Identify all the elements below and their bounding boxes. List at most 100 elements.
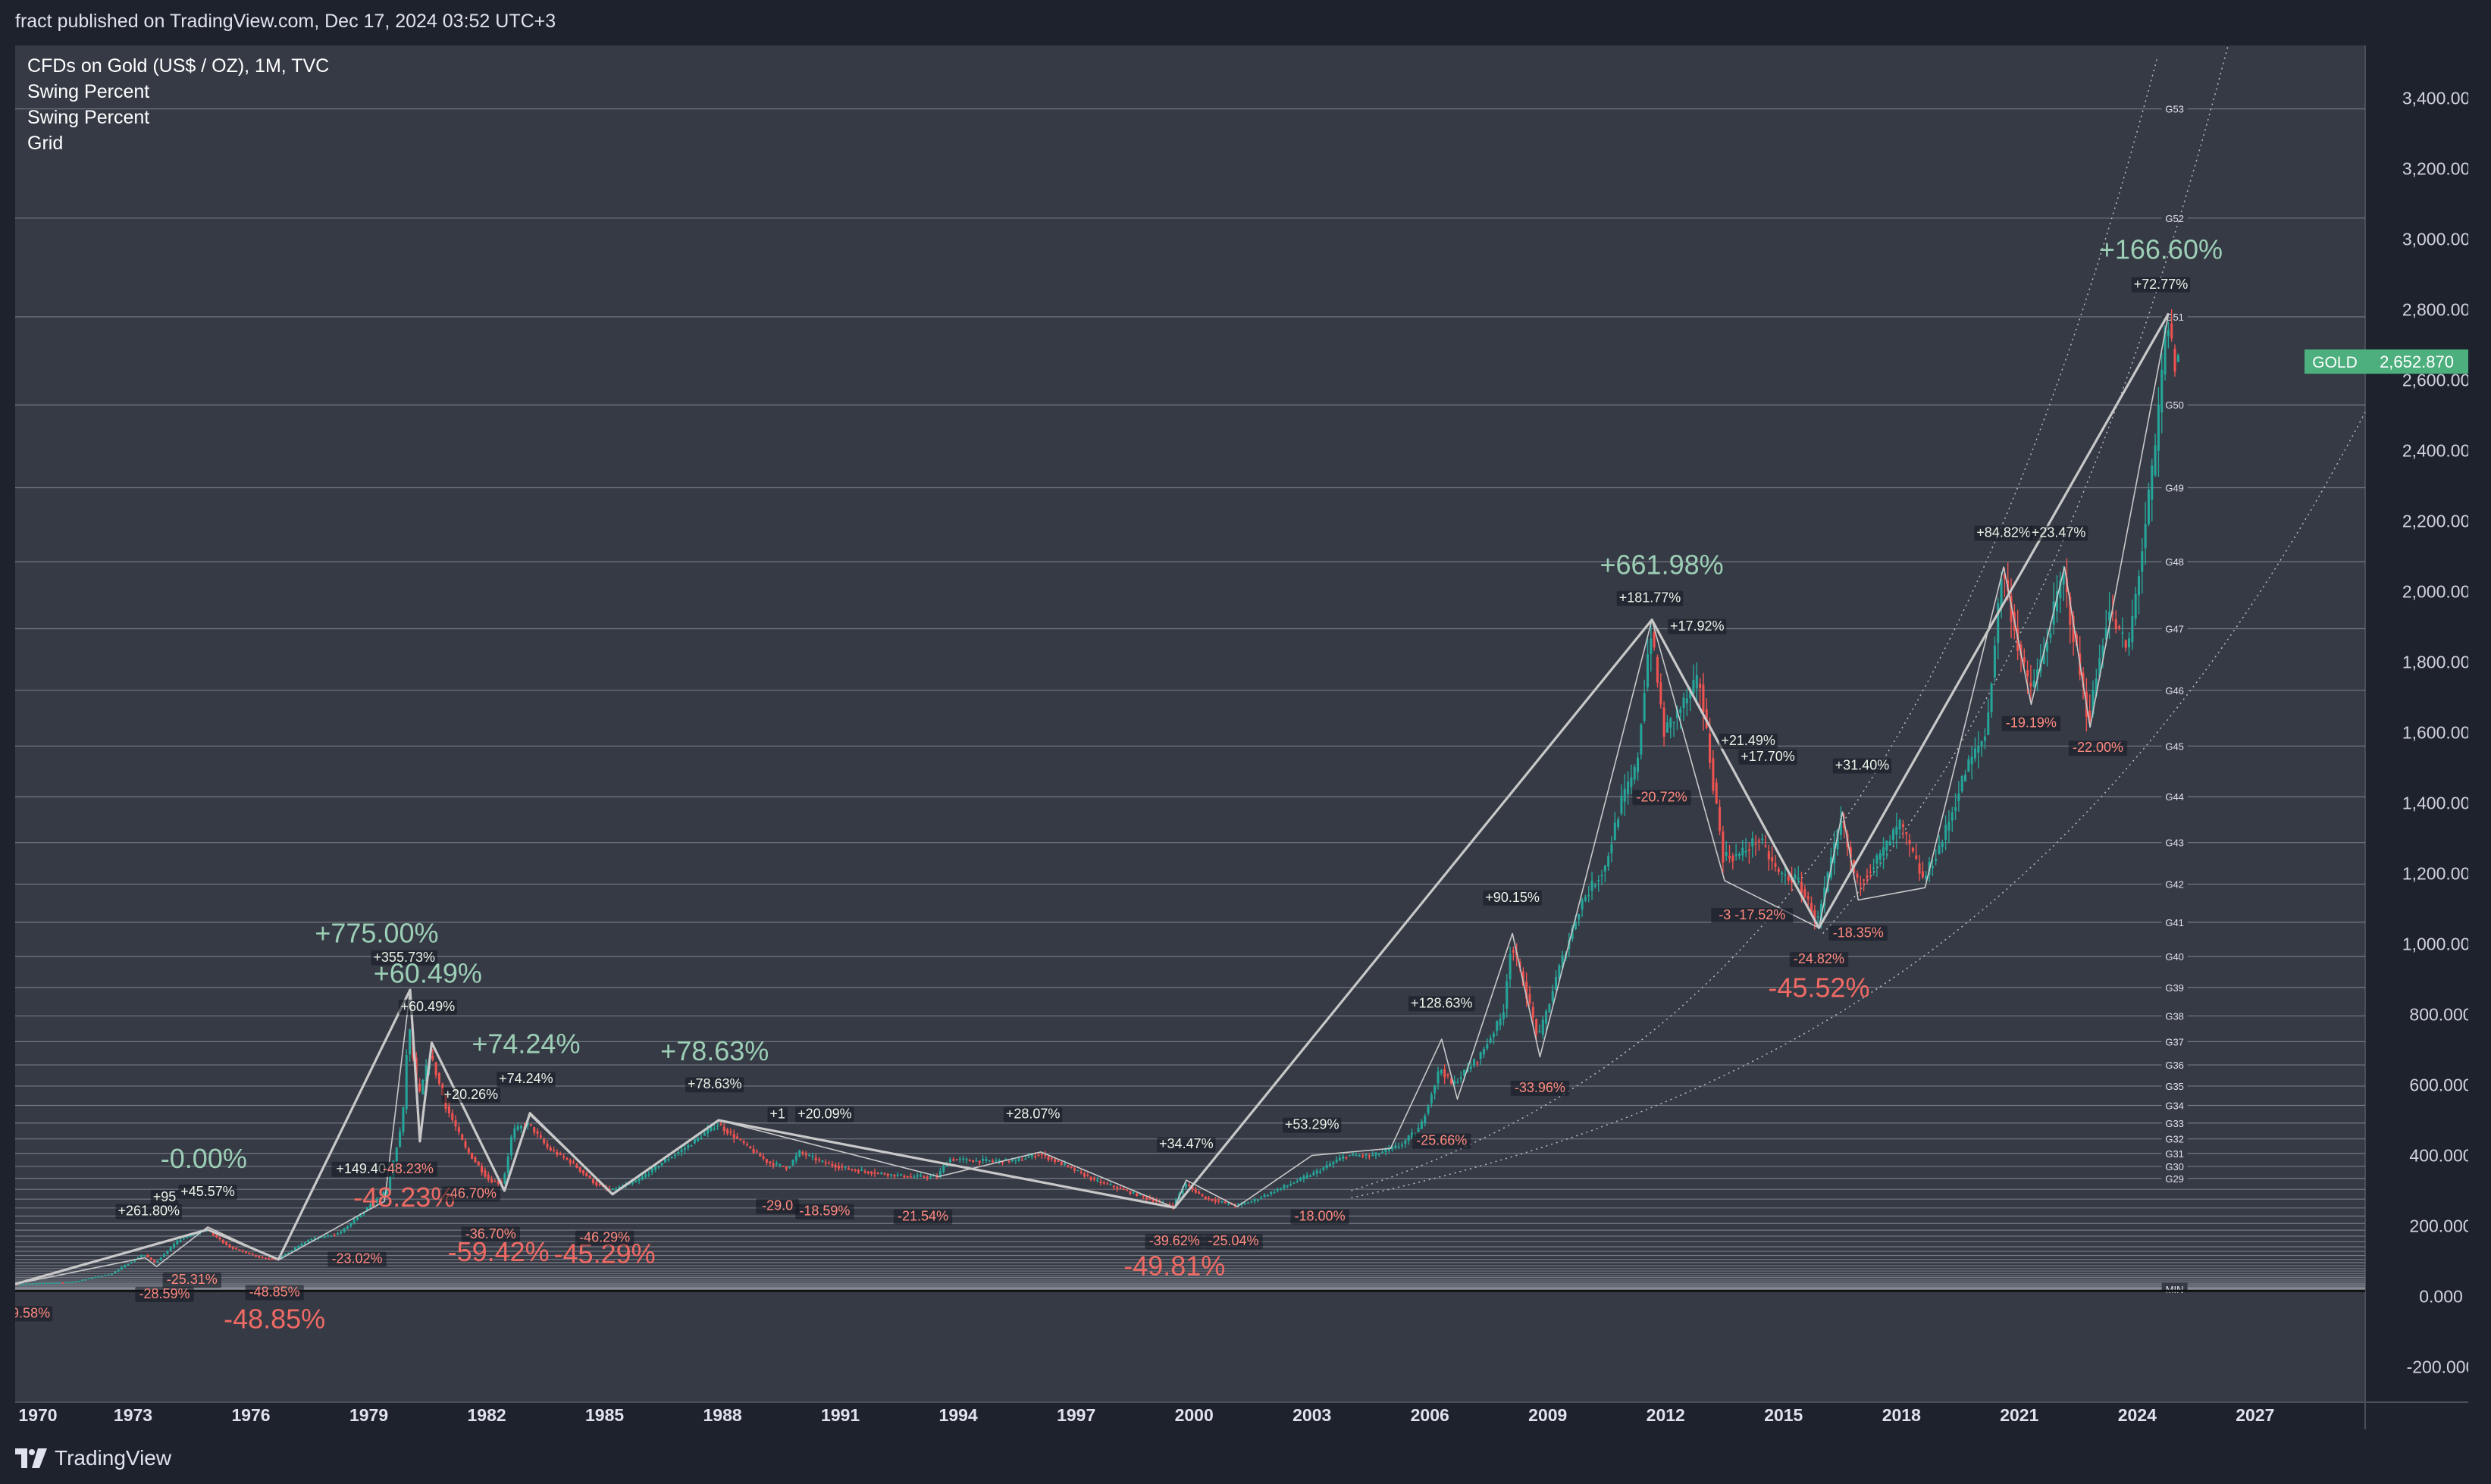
- swing-percent-label: +53.29%: [1285, 1117, 1340, 1132]
- candle-body: [437, 1072, 440, 1084]
- candle-body: [1263, 1194, 1266, 1198]
- candle-body: [280, 1256, 284, 1259]
- candle-body: [1797, 877, 1800, 880]
- candle-body: [1682, 697, 1685, 709]
- candle-body: [644, 1174, 647, 1178]
- candle-body: [1823, 887, 1826, 906]
- swing-label-bg: [1789, 952, 1849, 968]
- swing-label-bg: [497, 1072, 556, 1088]
- swing-percent-label: -46.29%: [579, 1229, 630, 1244]
- candle-body: [814, 1157, 817, 1161]
- candle-body: [1394, 1145, 1397, 1148]
- candle-body: [1921, 871, 1924, 878]
- grid-level-label: G53: [2165, 104, 2184, 115]
- candle-body: [2176, 355, 2179, 362]
- time-axis-tick-label: 1991: [821, 1405, 860, 1425]
- candle-body: [1328, 1163, 1331, 1166]
- candle-body: [1744, 850, 1747, 853]
- candle-body: [1391, 1146, 1394, 1150]
- price-chart[interactable]: G53 G52 G51 G50 G49 G48 G47 G46 G45 G44 G43 G42 G41 G…: [15, 45, 2468, 1429]
- candle-body: [1672, 722, 1675, 723]
- legend-indicator-swing-percent[interactable]: Swing Percent: [27, 81, 150, 102]
- grid-level-label: G42: [2165, 879, 2184, 891]
- legend-symbol[interactable]: CFDs on Gold (US$ / OZ), 1M, TVC: [27, 55, 330, 77]
- candle-body: [824, 1162, 827, 1164]
- candle-body: [1597, 880, 1600, 881]
- candle-body: [464, 1141, 467, 1147]
- candle-body: [883, 1173, 886, 1175]
- candle-body: [1685, 698, 1688, 703]
- swing-percent-label: +45.57%: [180, 1184, 235, 1199]
- candle-body: [379, 1198, 382, 1200]
- candle-body: [742, 1141, 745, 1144]
- tradingview-brand[interactable]: TradingView: [15, 1446, 171, 1470]
- candle-body: [1794, 874, 1797, 879]
- candle-body: [775, 1163, 778, 1165]
- candle-body: [1256, 1199, 1259, 1201]
- candle-body: [290, 1250, 293, 1253]
- candle-body: [313, 1238, 316, 1240]
- candle-body: [156, 1260, 159, 1263]
- price-axis-tick-label: 3,000.000: [2402, 230, 2468, 249]
- swing-percent-label: -46.70%: [446, 1185, 497, 1201]
- candle-body: [752, 1148, 755, 1154]
- candle-body: [2164, 327, 2167, 374]
- swing-label-bg: [756, 1198, 800, 1214]
- candle-body: [1541, 1019, 1544, 1035]
- candle-body: [854, 1169, 857, 1171]
- legend-indicator-swing-percent[interactable]: Swing Percent: [27, 107, 150, 128]
- legend-indicator-grid[interactable]: Grid: [27, 133, 64, 154]
- swing-percent-label: +166.60%: [2099, 233, 2223, 265]
- candle-body: [707, 1129, 710, 1134]
- candle-body: [1993, 645, 1996, 678]
- candle-body: [1443, 1069, 1446, 1078]
- candle-body: [1342, 1156, 1345, 1159]
- candle-body: [1116, 1186, 1119, 1189]
- candle-body: [794, 1155, 797, 1161]
- candle-body: [248, 1252, 251, 1254]
- candle-body: [923, 1176, 926, 1178]
- candle-body: [1050, 1157, 1053, 1160]
- candle-body: [968, 1160, 971, 1162]
- grid-level-tag-bg: [2161, 102, 2188, 114]
- candle-body: [1689, 688, 1692, 699]
- candle-body: [2072, 615, 2075, 642]
- swing-percent-label: -49.81%: [1123, 1251, 1225, 1282]
- swing-label-bg: [1003, 1107, 1063, 1122]
- candle-body: [1895, 826, 1898, 835]
- candle-body: [2111, 612, 2114, 615]
- candle-body: [42, 1282, 45, 1285]
- swing-percent-label: +20.09%: [797, 1107, 852, 1122]
- candle-body: [890, 1173, 893, 1176]
- price-axis-tick-label: -200.000: [2407, 1357, 2468, 1377]
- swing-label-bg: [150, 1189, 179, 1205]
- candle-body: [516, 1126, 519, 1130]
- candle-body: [114, 1271, 117, 1274]
- candle-body: [1377, 1154, 1380, 1155]
- chart-area[interactable]: G53 G52 G51 G50 G49 G48 G47 G46 G45 G44 G43 G42 G41 G…: [15, 45, 2468, 1429]
- swing-label-bg: [1828, 925, 1888, 941]
- price-axis-tick-label: 1,600.000: [2402, 723, 2468, 743]
- candle-body: [186, 1235, 189, 1238]
- candle-body: [1132, 1191, 1135, 1194]
- grid-level-label: G35: [2165, 1081, 2184, 1092]
- candle-body: [166, 1251, 169, 1254]
- candle-body: [409, 1029, 412, 1055]
- candle-body: [1211, 1198, 1214, 1201]
- candle-body: [726, 1129, 729, 1134]
- candle-body: [722, 1126, 725, 1132]
- time-axis-tick-label: 1994: [939, 1405, 978, 1425]
- candle-body: [67, 1282, 70, 1283]
- candle-body: [238, 1249, 241, 1251]
- candle-body: [2170, 323, 2173, 339]
- swing-label-bg: [1290, 1209, 1349, 1225]
- swing-label-bg: [1145, 1234, 1204, 1250]
- candle-body: [1593, 885, 1596, 887]
- candle-body: [1816, 916, 1819, 918]
- candle-body: [1302, 1176, 1305, 1179]
- price-axis-tick-label: 3,400.000: [2402, 89, 2468, 108]
- candle-body: [1020, 1160, 1023, 1161]
- candle-body: [1139, 1194, 1142, 1196]
- time-axis-tick-label: 2021: [2000, 1405, 2038, 1425]
- candle-body: [337, 1233, 340, 1235]
